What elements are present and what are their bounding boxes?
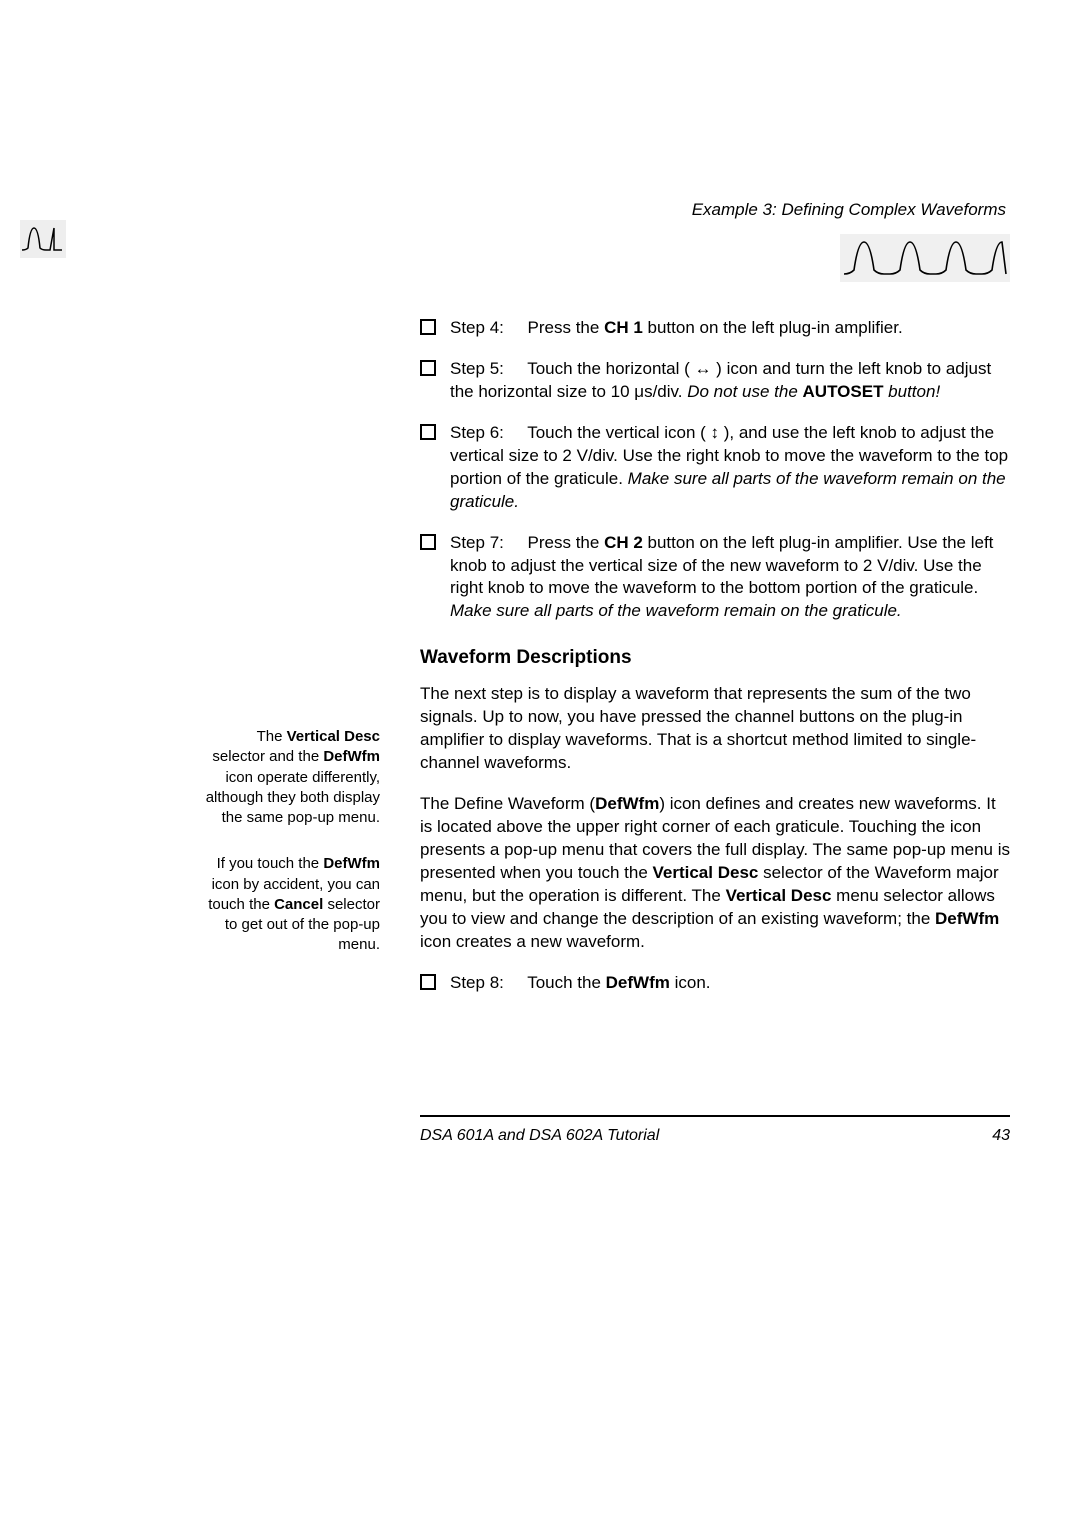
step-label: Step 6: bbox=[450, 423, 523, 442]
step-5: Step 5: Touch the horizontal ( ↔ ) icon … bbox=[420, 358, 1010, 404]
page: Example 3: Defining Complex Waveforms Th… bbox=[0, 0, 1080, 1528]
text-bold: Vertical Desc bbox=[287, 728, 380, 745]
text: icon operate differently, although they … bbox=[206, 769, 380, 827]
left-column: The Vertical Desc selector and the DefWf… bbox=[70, 317, 390, 1145]
text: Touch the bbox=[527, 973, 605, 992]
step-label: Step 8: bbox=[450, 973, 523, 992]
right-column: Step 4: Press the CH 1 button on the lef… bbox=[390, 317, 1010, 1145]
text-bold: DefWfm bbox=[323, 748, 380, 765]
waveform-icon-right bbox=[70, 234, 1010, 287]
text-bold: DefWfm bbox=[595, 794, 659, 813]
header-row: Example 3: Defining Complex Waveforms bbox=[70, 200, 1010, 220]
footer-doc: DSA 601A and DSA 602A Tutorial bbox=[420, 1127, 659, 1145]
step-label: Step 5: bbox=[450, 359, 523, 378]
paragraph-2: The Define Waveform (DefWfm) icon define… bbox=[420, 793, 1010, 954]
text-bold: Vertical Desc bbox=[653, 863, 759, 882]
step-7: Step 7: Press the CH 2 button on the lef… bbox=[420, 532, 1010, 624]
section-heading: Waveform Descriptions bbox=[420, 647, 1010, 669]
text-italic: Do not use the bbox=[687, 382, 802, 401]
text-bold: CH 1 bbox=[604, 318, 643, 337]
step-8: Step 8: Touch the DefWfm icon. bbox=[420, 972, 1010, 995]
text: button on the left plug-in amplifier. bbox=[643, 318, 903, 337]
checkbox-icon[interactable] bbox=[420, 974, 436, 990]
text: If you touch the bbox=[217, 855, 324, 872]
footer: DSA 601A and DSA 602A Tutorial 43 bbox=[420, 1127, 1010, 1145]
step-body: Step 6: Touch the vertical icon ( ↕ ), a… bbox=[450, 422, 1010, 514]
text: Press the bbox=[528, 533, 605, 552]
text-italic: Make sure all parts of the waveform rema… bbox=[450, 601, 902, 620]
sidenote-defwfm-cancel: If you touch the DefWfm icon by accident… bbox=[70, 854, 390, 955]
text-bold: AUTOSET bbox=[803, 382, 884, 401]
text: icon. bbox=[670, 973, 711, 992]
text: The Define Waveform ( bbox=[420, 794, 595, 813]
sidenote-vertical-desc: The Vertical Desc selector and the DefWf… bbox=[70, 727, 390, 828]
text-italic: button! bbox=[883, 382, 940, 401]
text-bold: DefWfm bbox=[323, 855, 380, 872]
step-body: Step 7: Press the CH 2 button on the lef… bbox=[450, 532, 1010, 624]
text-bold: DefWfm bbox=[935, 909, 999, 928]
text-bold: DefWfm bbox=[606, 973, 670, 992]
checkbox-icon[interactable] bbox=[420, 424, 436, 440]
text: The bbox=[257, 728, 287, 745]
text-bold: Cancel bbox=[274, 896, 323, 913]
step-6: Step 6: Touch the vertical icon ( ↕ ), a… bbox=[420, 422, 1010, 514]
text-bold: Vertical Desc bbox=[726, 886, 832, 905]
text: Press the bbox=[528, 318, 605, 337]
step-body: Step 5: Touch the horizontal ( ↔ ) icon … bbox=[450, 358, 1010, 404]
content-row: The Vertical Desc selector and the DefWf… bbox=[70, 317, 1010, 1145]
checkbox-icon[interactable] bbox=[420, 319, 436, 335]
waveform-icon-left bbox=[20, 220, 66, 258]
footer-page: 43 bbox=[992, 1127, 1010, 1145]
text: icon creates a new waveform. bbox=[420, 932, 645, 951]
step-body: Step 4: Press the CH 1 button on the lef… bbox=[450, 317, 1010, 340]
paragraph-1: The next step is to display a waveform t… bbox=[420, 683, 1010, 775]
step-body: Step 8: Touch the DefWfm icon. bbox=[450, 972, 1010, 995]
step-label: Step 7: bbox=[450, 533, 523, 552]
step-label: Step 4: bbox=[450, 318, 523, 337]
text-bold: CH 2 bbox=[604, 533, 643, 552]
checkbox-icon[interactable] bbox=[420, 534, 436, 550]
step-4: Step 4: Press the CH 1 button on the lef… bbox=[420, 317, 1010, 340]
divider bbox=[420, 1115, 1010, 1117]
checkbox-icon[interactable] bbox=[420, 360, 436, 376]
example-title: Example 3: Defining Complex Waveforms bbox=[70, 200, 1010, 220]
text: selector and the bbox=[212, 748, 323, 765]
